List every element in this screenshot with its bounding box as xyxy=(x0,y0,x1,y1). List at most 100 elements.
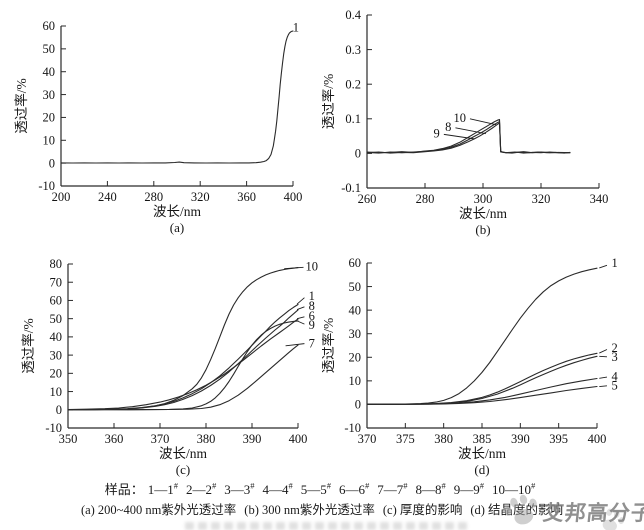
x-tick-label: 390 xyxy=(243,432,262,446)
subplot-letter: (b) xyxy=(475,222,490,237)
sample-legend-entry: 6—6# xyxy=(339,480,370,497)
y-tick-label: -10 xyxy=(45,421,62,435)
x-tick-label: 300 xyxy=(474,192,493,206)
y-tick-label: -0.1 xyxy=(341,181,361,195)
curve-label-4: 4 xyxy=(612,370,619,384)
caption-samples-line: 样品： 1—1# 2—2# 3—3# 4—4# 5—5# 6—6# 7—7# 8—8# 9—9# 1… xyxy=(0,479,644,498)
x-tick-label: 280 xyxy=(144,190,163,204)
y-tick-label: 60 xyxy=(43,19,56,33)
annotation-leader-line xyxy=(599,349,608,354)
x-tick-label: 240 xyxy=(98,190,117,204)
x-tick-label: 400 xyxy=(284,190,303,204)
curve-label-5: 5 xyxy=(612,379,618,393)
sample-sup-symbol: # xyxy=(326,480,331,491)
series-line-1 xyxy=(67,303,299,411)
sample-legend-entry: 8—8# xyxy=(415,480,446,497)
y-tick-label: 10 xyxy=(349,374,362,388)
series-line-8 xyxy=(67,309,299,411)
subplot-a: -10 0 10 20 30 40 50 60 200 240 280 320 360 400 波长/nm 透… xyxy=(0,0,322,240)
annotation-leader-line xyxy=(284,266,304,270)
sample-sup-symbol: # xyxy=(479,480,484,491)
annotation-leader-line xyxy=(285,343,305,347)
series-line-7 xyxy=(67,344,299,411)
y-tick-label: 50 xyxy=(349,280,362,294)
subplot-c-canvas: -10 0 10 20 30 40 50 60 70 80 350 360 370 380 390 400 波长… xyxy=(20,257,318,477)
curve-label-7: 7 xyxy=(309,336,315,350)
x-tick-label: 375 xyxy=(396,432,415,446)
series-line-6 xyxy=(67,318,299,411)
sample-sup-symbol: # xyxy=(531,480,536,491)
watermark-text: 艾邦高分子 xyxy=(541,502,644,525)
y-tick-label: 20 xyxy=(43,111,56,125)
y-tick-label: 50 xyxy=(43,42,56,56)
caption-sublabel: (d) 结晶度的影响 xyxy=(470,503,564,517)
x-tick-label: 390 xyxy=(511,432,530,446)
annotation-leader-line xyxy=(296,306,305,310)
y-tick-label: 20 xyxy=(50,367,63,381)
y-tick-label: 0 xyxy=(49,156,55,170)
sample-sup-symbol: # xyxy=(250,480,255,491)
y-tick-label: 50 xyxy=(50,312,63,326)
subplot-d-canvas: -10 0 10 20 30 40 50 60 370 375 380 385 390 395 400 波长/… xyxy=(322,256,619,477)
curve-label-1: 1 xyxy=(309,289,315,303)
series-line-9 xyxy=(366,122,571,154)
curve-label-8: 8 xyxy=(309,299,315,313)
caption-sublabels-line: (a) 200~400 nm紫外光透过率 (b) 300 nm紫外光透过率 (c) … xyxy=(0,499,644,518)
series-line-10 xyxy=(67,267,299,411)
annotation-leader-line xyxy=(296,297,305,305)
annotation-leader-line xyxy=(599,385,608,387)
subplot-b: -0.1 0 0.1 0.2 0.3 0.4 260 280 300 320 340 波长/nm 透过率… xyxy=(322,0,644,240)
curve-label-6: 6 xyxy=(309,309,315,323)
curve-label-10: 10 xyxy=(454,111,467,125)
y-tick-label: 0 xyxy=(355,147,361,161)
sample-legend-entry: 2—2# xyxy=(186,480,217,497)
x-axis-label: 波长/nm xyxy=(458,446,507,461)
x-tick-label: 360 xyxy=(237,190,256,204)
annotation-leader-line xyxy=(455,127,486,135)
y-tick-label: -10 xyxy=(38,179,55,193)
caption-sublabel: (b) 300 nm紫外光透过率 xyxy=(244,503,375,517)
x-tick-label: 370 xyxy=(358,432,377,446)
paw-print-icon xyxy=(504,494,537,525)
subplot-letter: (a) xyxy=(170,220,184,235)
curve-label-1: 1 xyxy=(612,256,618,270)
x-tick-label: 370 xyxy=(151,432,170,446)
sample-sup-symbol: # xyxy=(441,480,446,491)
y-axis-label: 透过率/% xyxy=(13,78,29,134)
x-tick-label: 380 xyxy=(434,432,453,446)
y-tick-label: 0.1 xyxy=(345,112,361,126)
x-tick-label: 320 xyxy=(532,192,551,206)
caption-sublabel: (c) 厚度的影响 xyxy=(382,503,463,517)
x-tick-label: 385 xyxy=(473,432,492,446)
x-tick-label: 400 xyxy=(289,432,308,446)
y-tick-label: 60 xyxy=(50,294,63,308)
curve-label-9: 9 xyxy=(433,126,439,140)
y-tick-label: 0 xyxy=(355,398,361,412)
sample-legend-entry: 9—9# xyxy=(453,480,484,497)
x-tick-label: 260 xyxy=(358,192,377,206)
sample-sup-symbol: # xyxy=(365,480,370,491)
series-line-1 xyxy=(366,267,598,405)
subplot-b-canvas: -0.1 0 0.1 0.2 0.3 0.4 260 280 300 320 340 波长/nm 透过率… xyxy=(322,8,609,237)
sample-legend-entry: 1—1# xyxy=(147,480,178,497)
sample-sup-symbol: # xyxy=(212,480,217,491)
y-tick-label: 0 xyxy=(56,403,62,417)
subplot-letter: (d) xyxy=(474,462,489,477)
y-tick-label: 60 xyxy=(349,256,362,270)
x-tick-label: 380 xyxy=(197,432,216,446)
x-tick-label: 340 xyxy=(590,192,609,206)
x-axis-label: 波长/nm xyxy=(153,204,202,219)
x-tick-label: 350 xyxy=(59,432,78,446)
y-tick-label: 0.4 xyxy=(345,8,361,22)
y-tick-label: 10 xyxy=(50,385,63,399)
y-axis-label: 透过率/% xyxy=(322,74,336,130)
y-tick-label: 40 xyxy=(50,330,63,344)
subplot-c: -10 0 10 20 30 40 50 60 70 80 350 360 370 380 390 400 波长… xyxy=(0,240,322,480)
sample-sup-symbol: # xyxy=(403,480,408,491)
y-tick-label: 0.3 xyxy=(345,43,361,57)
y-tick-label: 80 xyxy=(50,257,63,271)
x-tick-label: 395 xyxy=(549,432,568,446)
subplot-a-canvas: -10 0 10 20 30 40 50 60 200 240 280 320 360 400 波长/nm 透… xyxy=(13,19,303,235)
watermark: 艾邦高分子 xyxy=(503,492,644,530)
